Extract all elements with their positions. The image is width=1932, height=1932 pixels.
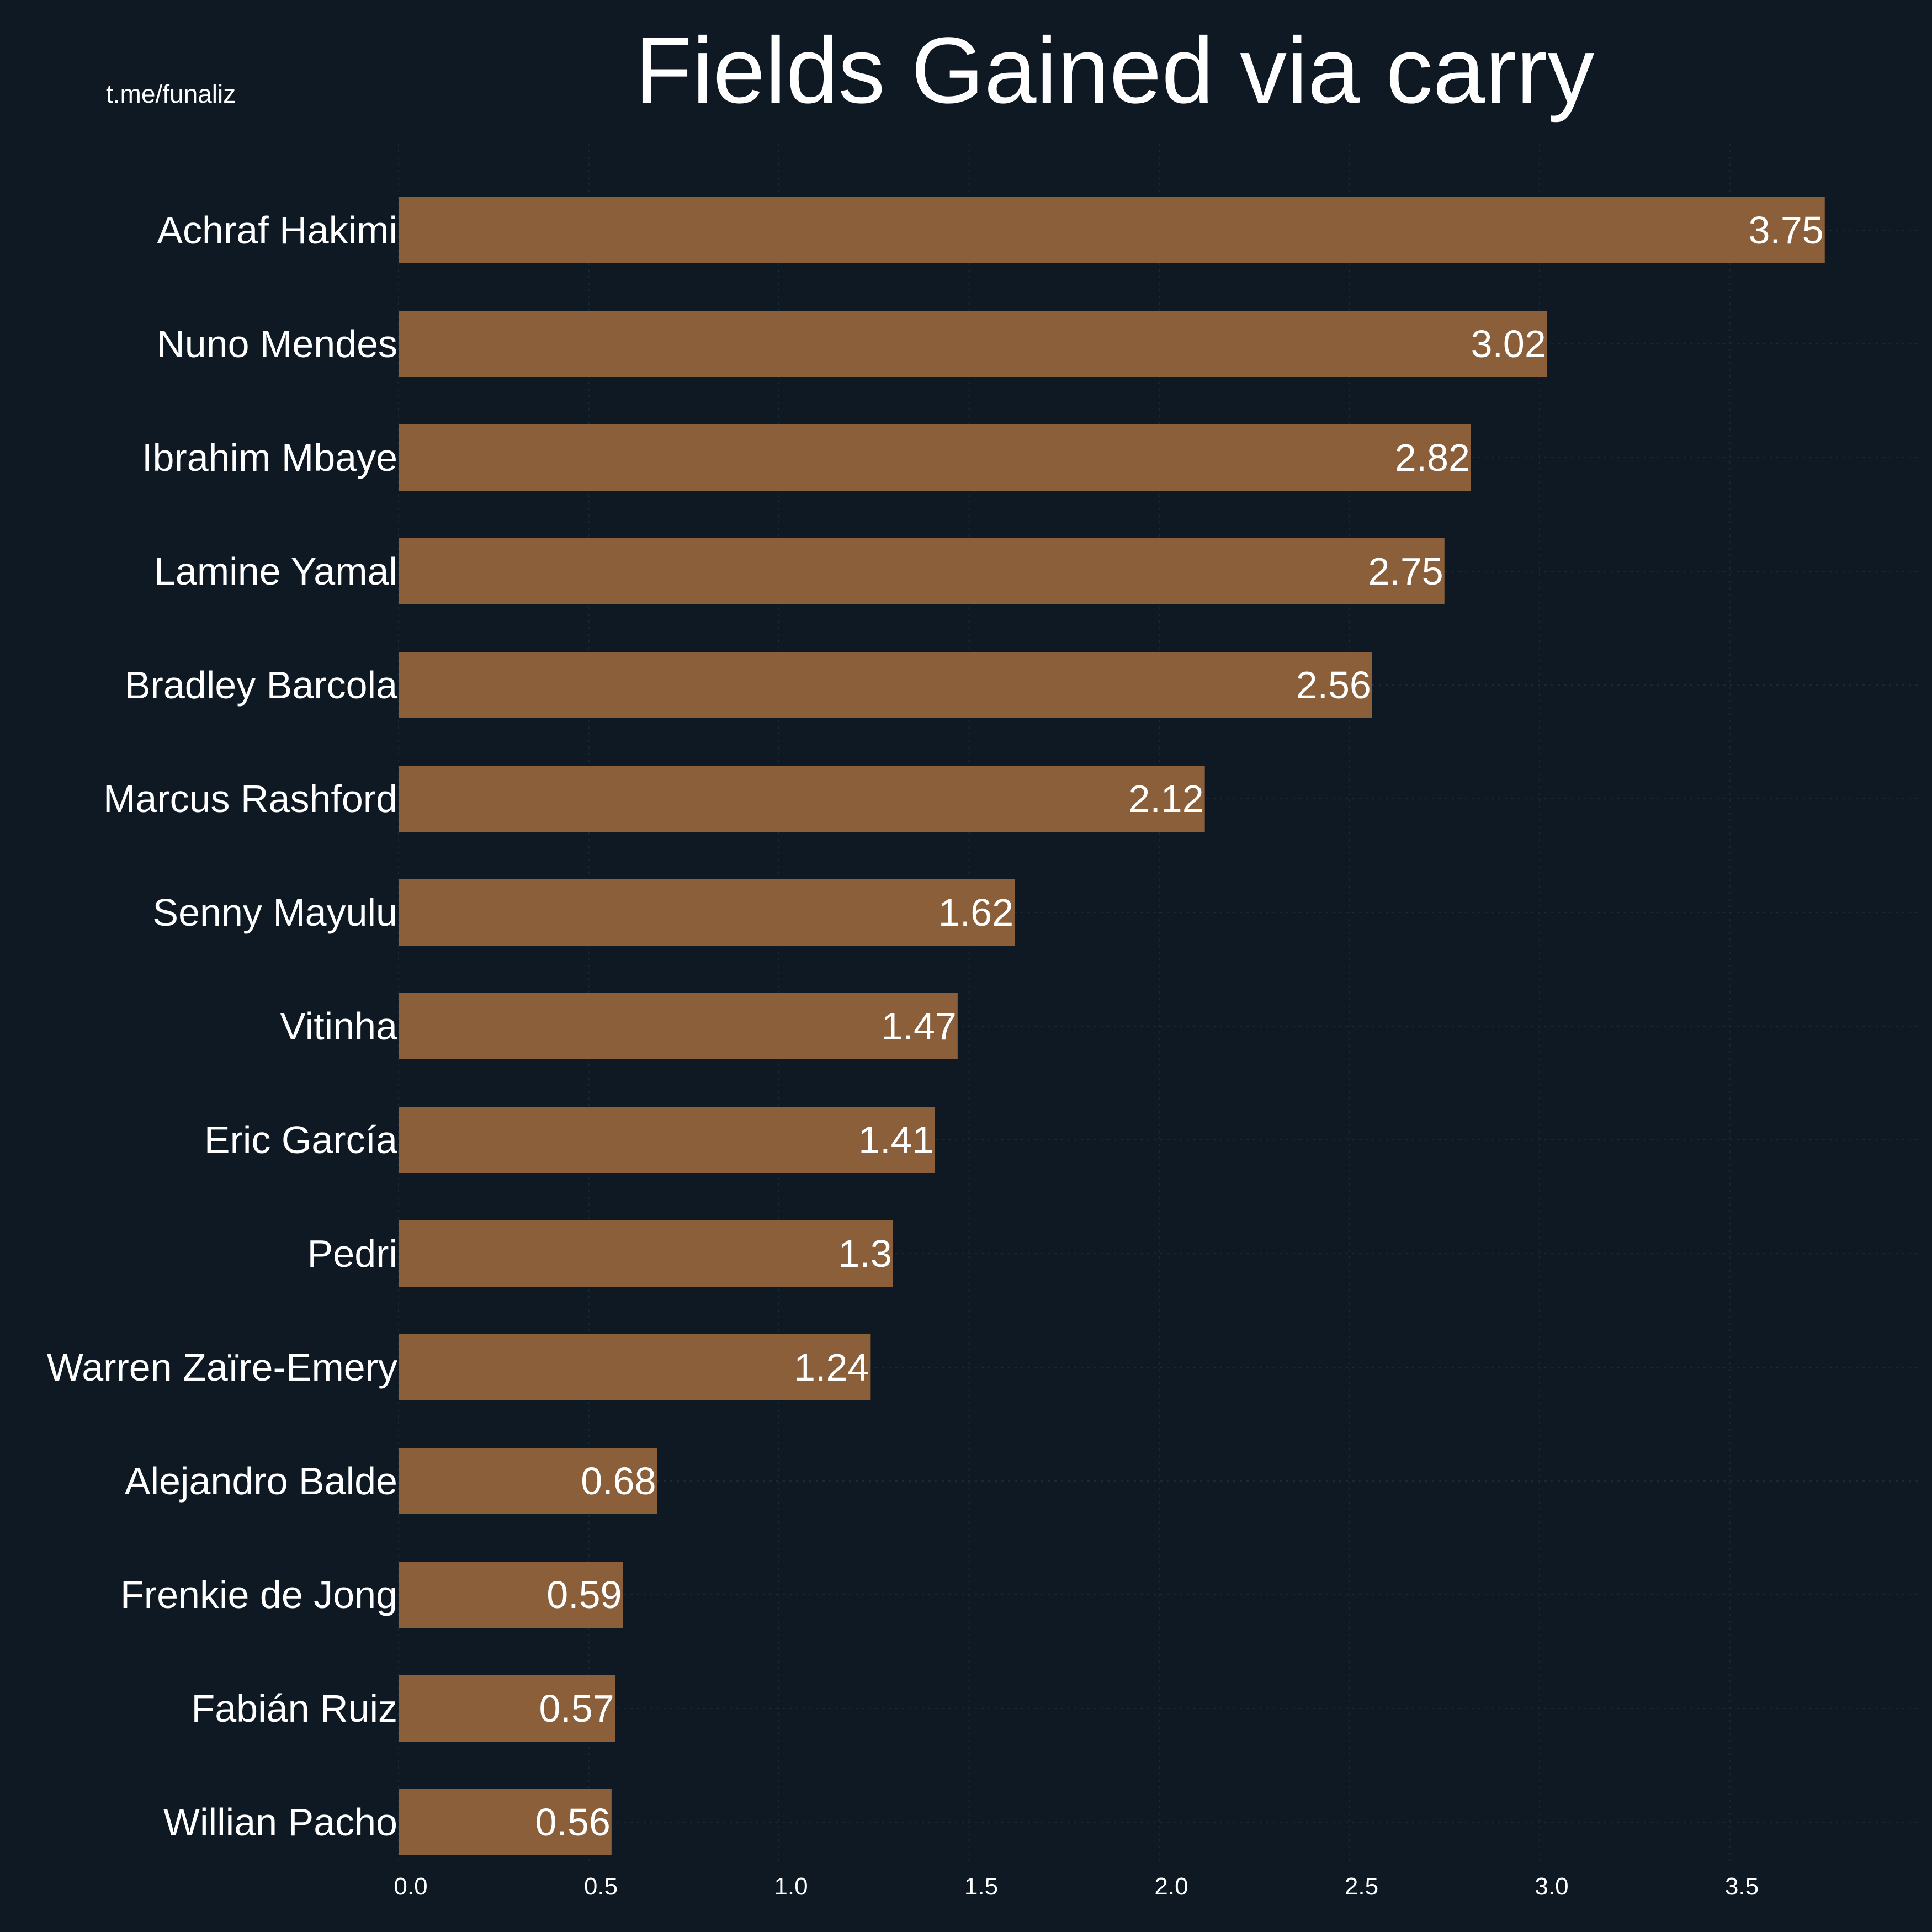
category-label: Bradley Barcola: [125, 664, 397, 707]
category-label: Nuno Mendes: [157, 322, 397, 365]
bar: [399, 879, 1015, 946]
category-label: Pedri: [307, 1232, 397, 1275]
value-label: 1.41: [858, 1118, 933, 1161]
category-label: Willian Pacho: [163, 1801, 397, 1844]
bar: [399, 1334, 871, 1400]
bar: [399, 1107, 935, 1173]
category-label: Achraf Hakimi: [157, 209, 397, 252]
value-label: 1.47: [882, 1005, 957, 1048]
category-labels: Achraf Hakimi Nuno Mendes Ibrahim Mbaye Lam…: [47, 209, 397, 1844]
category-label: Eric García: [204, 1118, 397, 1161]
x-tick-label: 2.0: [1154, 1873, 1188, 1900]
value-label: 1.24: [794, 1346, 869, 1389]
value-label: 1.62: [938, 891, 1013, 934]
category-label: Vitinha: [280, 1005, 397, 1048]
value-label: 0.68: [581, 1459, 656, 1503]
value-labels: 3.75 3.02 2.82 2.75 2.56 2.12 1.62 1.47 1.41 1.3 1…: [535, 209, 1824, 1844]
bars-group: [399, 197, 1825, 1855]
value-label: 3.75: [1749, 209, 1824, 252]
bar: [399, 538, 1445, 604]
bar: [399, 1562, 623, 1628]
chart-title: Fields Gained via carry: [635, 18, 1595, 123]
category-label: Fabián Ruiz: [191, 1687, 397, 1730]
value-label: 2.82: [1395, 436, 1470, 479]
x-axis-ticks: 0.0 0.5 1.0 1.5 2.0 2.5 3.0 3.5: [394, 1873, 1759, 1900]
category-label: Ibrahim Mbaye: [142, 436, 397, 479]
value-label: 3.02: [1471, 322, 1546, 365]
x-tick-label: 3.0: [1535, 1873, 1568, 1900]
x-tick-label: 0.5: [584, 1873, 618, 1900]
bar: [399, 1675, 615, 1742]
bar: [399, 993, 958, 1059]
category-label: Marcus Rashford: [103, 777, 397, 820]
bar: [399, 311, 1547, 377]
bar: [399, 197, 1825, 263]
value-label: 1.3: [838, 1232, 891, 1275]
bar: [399, 1220, 893, 1287]
x-tick-label: 1.5: [964, 1873, 998, 1900]
x-tick-label: 0.0: [394, 1873, 427, 1900]
value-label: 0.59: [546, 1573, 622, 1616]
watermark-text: t.me/funaliz: [106, 79, 236, 108]
value-label: 2.75: [1368, 550, 1443, 593]
bar: [399, 1789, 612, 1855]
x-tick-label: 2.5: [1345, 1873, 1378, 1900]
bar: [399, 766, 1205, 832]
x-tick-label: 1.0: [774, 1873, 808, 1900]
category-label: Frenkie de Jong: [120, 1573, 397, 1616]
category-label: Senny Mayulu: [152, 891, 397, 934]
bar: [399, 1448, 657, 1514]
value-label: 2.56: [1296, 664, 1371, 707]
value-label: 0.56: [535, 1801, 611, 1844]
category-label: Alejandro Balde: [125, 1459, 397, 1503]
value-label: 2.12: [1128, 777, 1203, 820]
bar: [399, 424, 1471, 491]
value-label: 0.57: [539, 1687, 614, 1730]
bar: [399, 652, 1372, 718]
x-tick-label: 3.5: [1725, 1873, 1759, 1900]
category-label: Lamine Yamal: [154, 550, 397, 593]
category-label: Warren Zaïre-Emery: [47, 1346, 397, 1389]
